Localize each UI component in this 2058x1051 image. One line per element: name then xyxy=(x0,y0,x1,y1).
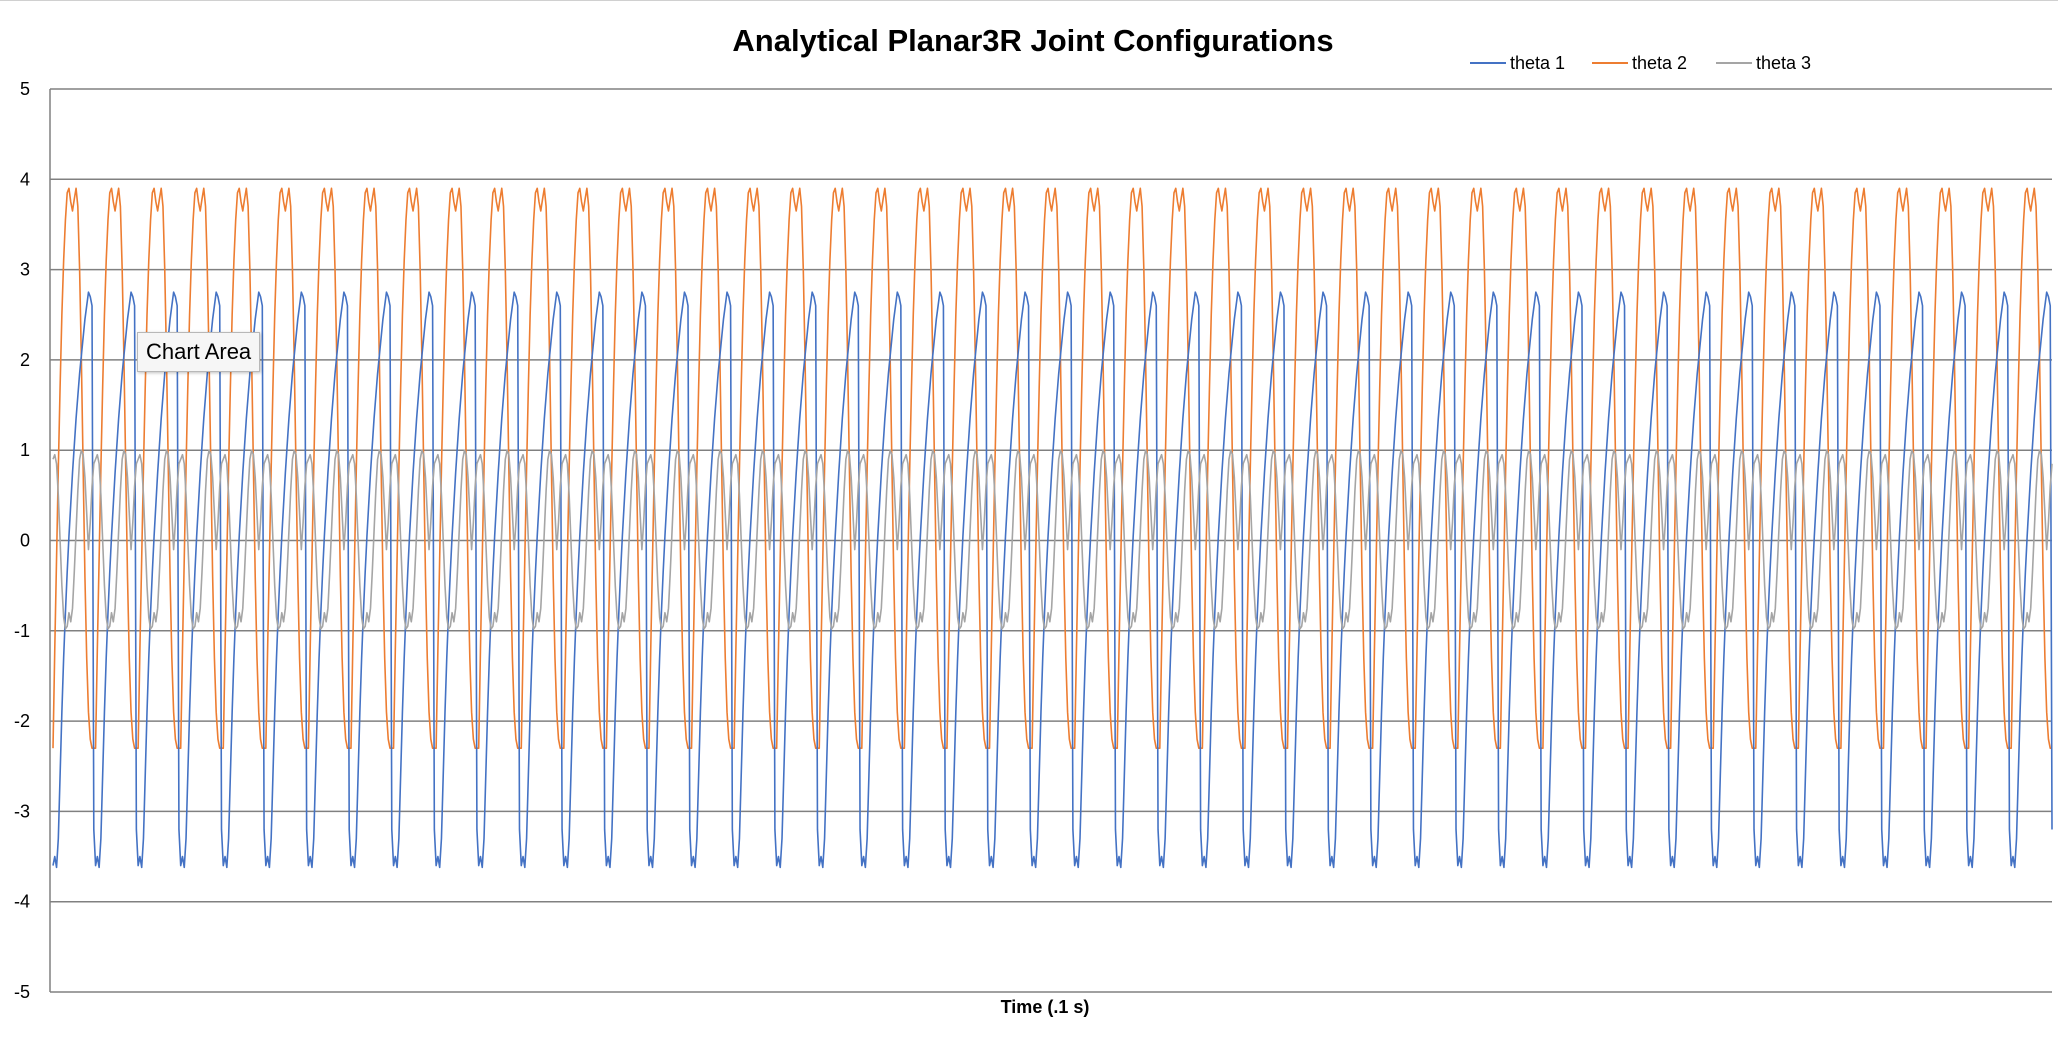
legend-label: theta 1 xyxy=(1510,53,1565,73)
gridlines xyxy=(49,88,2052,993)
series-line-theta-1 xyxy=(52,291,2053,869)
y-tick-label: 0 xyxy=(20,531,30,551)
y-tick-label: -3 xyxy=(14,801,30,821)
y-tick-label: -2 xyxy=(14,711,30,731)
legend-item-theta-1: theta 1 xyxy=(1470,53,1565,73)
legend-item-theta-3: theta 3 xyxy=(1716,53,1811,73)
x-axis-title: Time (.1 s) xyxy=(1001,997,1090,1017)
series-line-theta-2 xyxy=(52,187,2052,749)
legend-item-theta-2: theta 2 xyxy=(1592,53,1687,73)
legend-label: theta 2 xyxy=(1632,53,1687,73)
y-tick-label: 2 xyxy=(20,350,30,370)
y-tick-label: -5 xyxy=(14,982,30,1002)
y-tick-label: 3 xyxy=(20,260,30,280)
series-lines xyxy=(52,187,2053,869)
y-tick-label: -4 xyxy=(14,892,30,912)
legend: theta 1 theta 2 theta 3 xyxy=(1470,53,1811,73)
chart-title: Analytical Planar3R Joint Configurations xyxy=(732,23,1333,58)
series-line-theta-3 xyxy=(52,449,2053,630)
y-axis-ticks: 5 4 3 2 1 0 -1 -2 -3 -4 -5 xyxy=(14,79,30,1002)
y-tick-label: 4 xyxy=(20,169,30,189)
chart-area-tooltip: Chart Area xyxy=(137,332,261,372)
y-tick-label: 1 xyxy=(20,440,30,460)
y-tick-label: -1 xyxy=(14,621,30,641)
legend-label: theta 3 xyxy=(1756,53,1811,73)
y-tick-label: 5 xyxy=(20,79,30,99)
